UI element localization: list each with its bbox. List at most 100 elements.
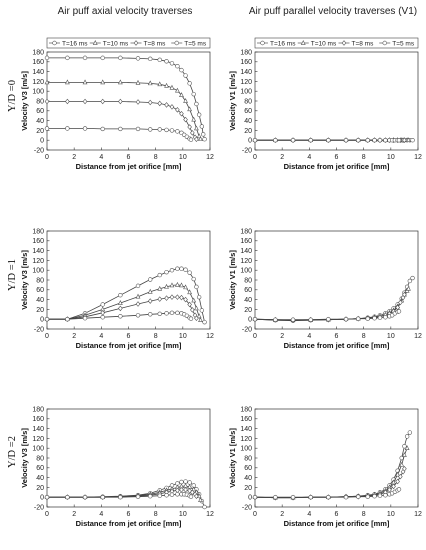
y-tick-label: 60 (36, 108, 44, 115)
data-point (396, 309, 402, 314)
data-point (118, 55, 123, 61)
data-point (118, 314, 123, 319)
data-point (183, 267, 188, 272)
data-point (183, 487, 188, 493)
data-point (404, 445, 410, 451)
y-axis-label: Velocity V1 [m/s] (228, 71, 237, 131)
data-point (157, 272, 162, 278)
data-point (273, 317, 278, 322)
data-point (194, 305, 199, 311)
y-tick-label: 60 (244, 108, 252, 115)
data-point (157, 81, 163, 87)
legend-marker (133, 40, 139, 46)
x-tick-label: 6 (127, 511, 131, 518)
data-point (147, 288, 153, 294)
x-tick-label: 10 (179, 511, 187, 518)
data-point (100, 79, 106, 85)
data-point (183, 479, 188, 484)
y-tick-label: 140 (240, 248, 252, 255)
data-point (175, 281, 180, 287)
y-tick-label: 20 (36, 485, 44, 492)
data-point (365, 138, 370, 143)
y-tick-label: 180 (240, 49, 252, 56)
data-point (147, 298, 153, 304)
data-point (44, 98, 50, 105)
data-point (175, 310, 180, 316)
series-0 (44, 266, 207, 325)
x-axis-label: Distance from jet orifice [mm] (284, 341, 390, 350)
data-point (343, 317, 349, 322)
y-tick-label: 80 (244, 98, 252, 105)
data-point (135, 313, 141, 318)
data-point (157, 493, 162, 498)
x-tick-label: 6 (335, 333, 339, 340)
x-tick-label: 12 (206, 333, 214, 340)
series-3 (44, 492, 194, 500)
data-point (157, 127, 162, 132)
data-point (198, 317, 203, 323)
legend-marker (174, 40, 179, 46)
y-tick-label: 120 (240, 79, 252, 86)
y-tick-label: 180 (240, 228, 252, 235)
legend-label: T=8 ms (144, 40, 167, 47)
y-tick-label: -20 (242, 147, 252, 154)
x-axis-label: Distance from jet orifice [mm] (76, 519, 182, 528)
data-point (343, 138, 349, 143)
data-point (183, 98, 188, 103)
y-tick-label: 20 (36, 128, 44, 135)
data-point (148, 277, 153, 282)
series-2 (44, 98, 199, 142)
data-point (196, 313, 202, 319)
x-tick-label: 4 (99, 511, 103, 518)
data-point (395, 471, 401, 477)
x-tick-label: 0 (253, 511, 257, 518)
data-point (377, 315, 383, 320)
x-tick-label: 2 (280, 511, 284, 518)
data-point (169, 310, 175, 316)
data-point (194, 125, 199, 131)
data-point (118, 495, 123, 500)
data-point (175, 64, 180, 69)
data-point (187, 81, 192, 86)
data-point (356, 494, 361, 499)
data-point (135, 494, 141, 499)
data-point (65, 55, 70, 61)
y-tick-label: 80 (244, 277, 252, 284)
data-point (82, 79, 88, 85)
y-tick-label: 0 (40, 495, 44, 502)
x-tick-label: 4 (99, 333, 103, 340)
data-point (273, 495, 278, 500)
data-point (157, 285, 163, 291)
y-tick-label: 60 (244, 465, 252, 472)
legend-label: T=10 ms (311, 40, 337, 47)
y-tick-label: -20 (34, 504, 44, 511)
y-tick-label: -20 (242, 504, 252, 511)
row-label-yd1: Y/D =1 (7, 259, 18, 291)
legend-marker (382, 40, 387, 46)
legend-label: T=16 ms (62, 40, 88, 47)
data-point (199, 124, 205, 129)
x-axis-label: Distance from jet orifice [mm] (284, 162, 390, 171)
y-tick-label: 40 (244, 118, 252, 125)
series-3 (252, 138, 402, 143)
x-tick-label: 8 (362, 511, 366, 518)
data-point (100, 98, 105, 105)
y-tick-label: 120 (32, 258, 44, 265)
x-tick-label: 12 (414, 154, 422, 161)
y-tick-label: 40 (244, 297, 252, 304)
x-tick-label: 6 (127, 333, 131, 340)
column-title-axial: Air puff axial velocity traverses (58, 6, 193, 17)
y-tick-label: 0 (248, 317, 252, 324)
legend-marker (92, 40, 98, 45)
data-point (402, 444, 407, 449)
data-point (175, 107, 180, 113)
data-point (194, 101, 199, 107)
data-point (191, 486, 197, 492)
data-point (196, 294, 202, 300)
panel-r0-c0: T=16 ms T=10 ms T=8 ms T=5 ms-2002040608010… (20, 37, 214, 171)
legend-marker (341, 40, 347, 46)
data-point (175, 129, 180, 134)
x-tick-label: 2 (280, 154, 284, 161)
